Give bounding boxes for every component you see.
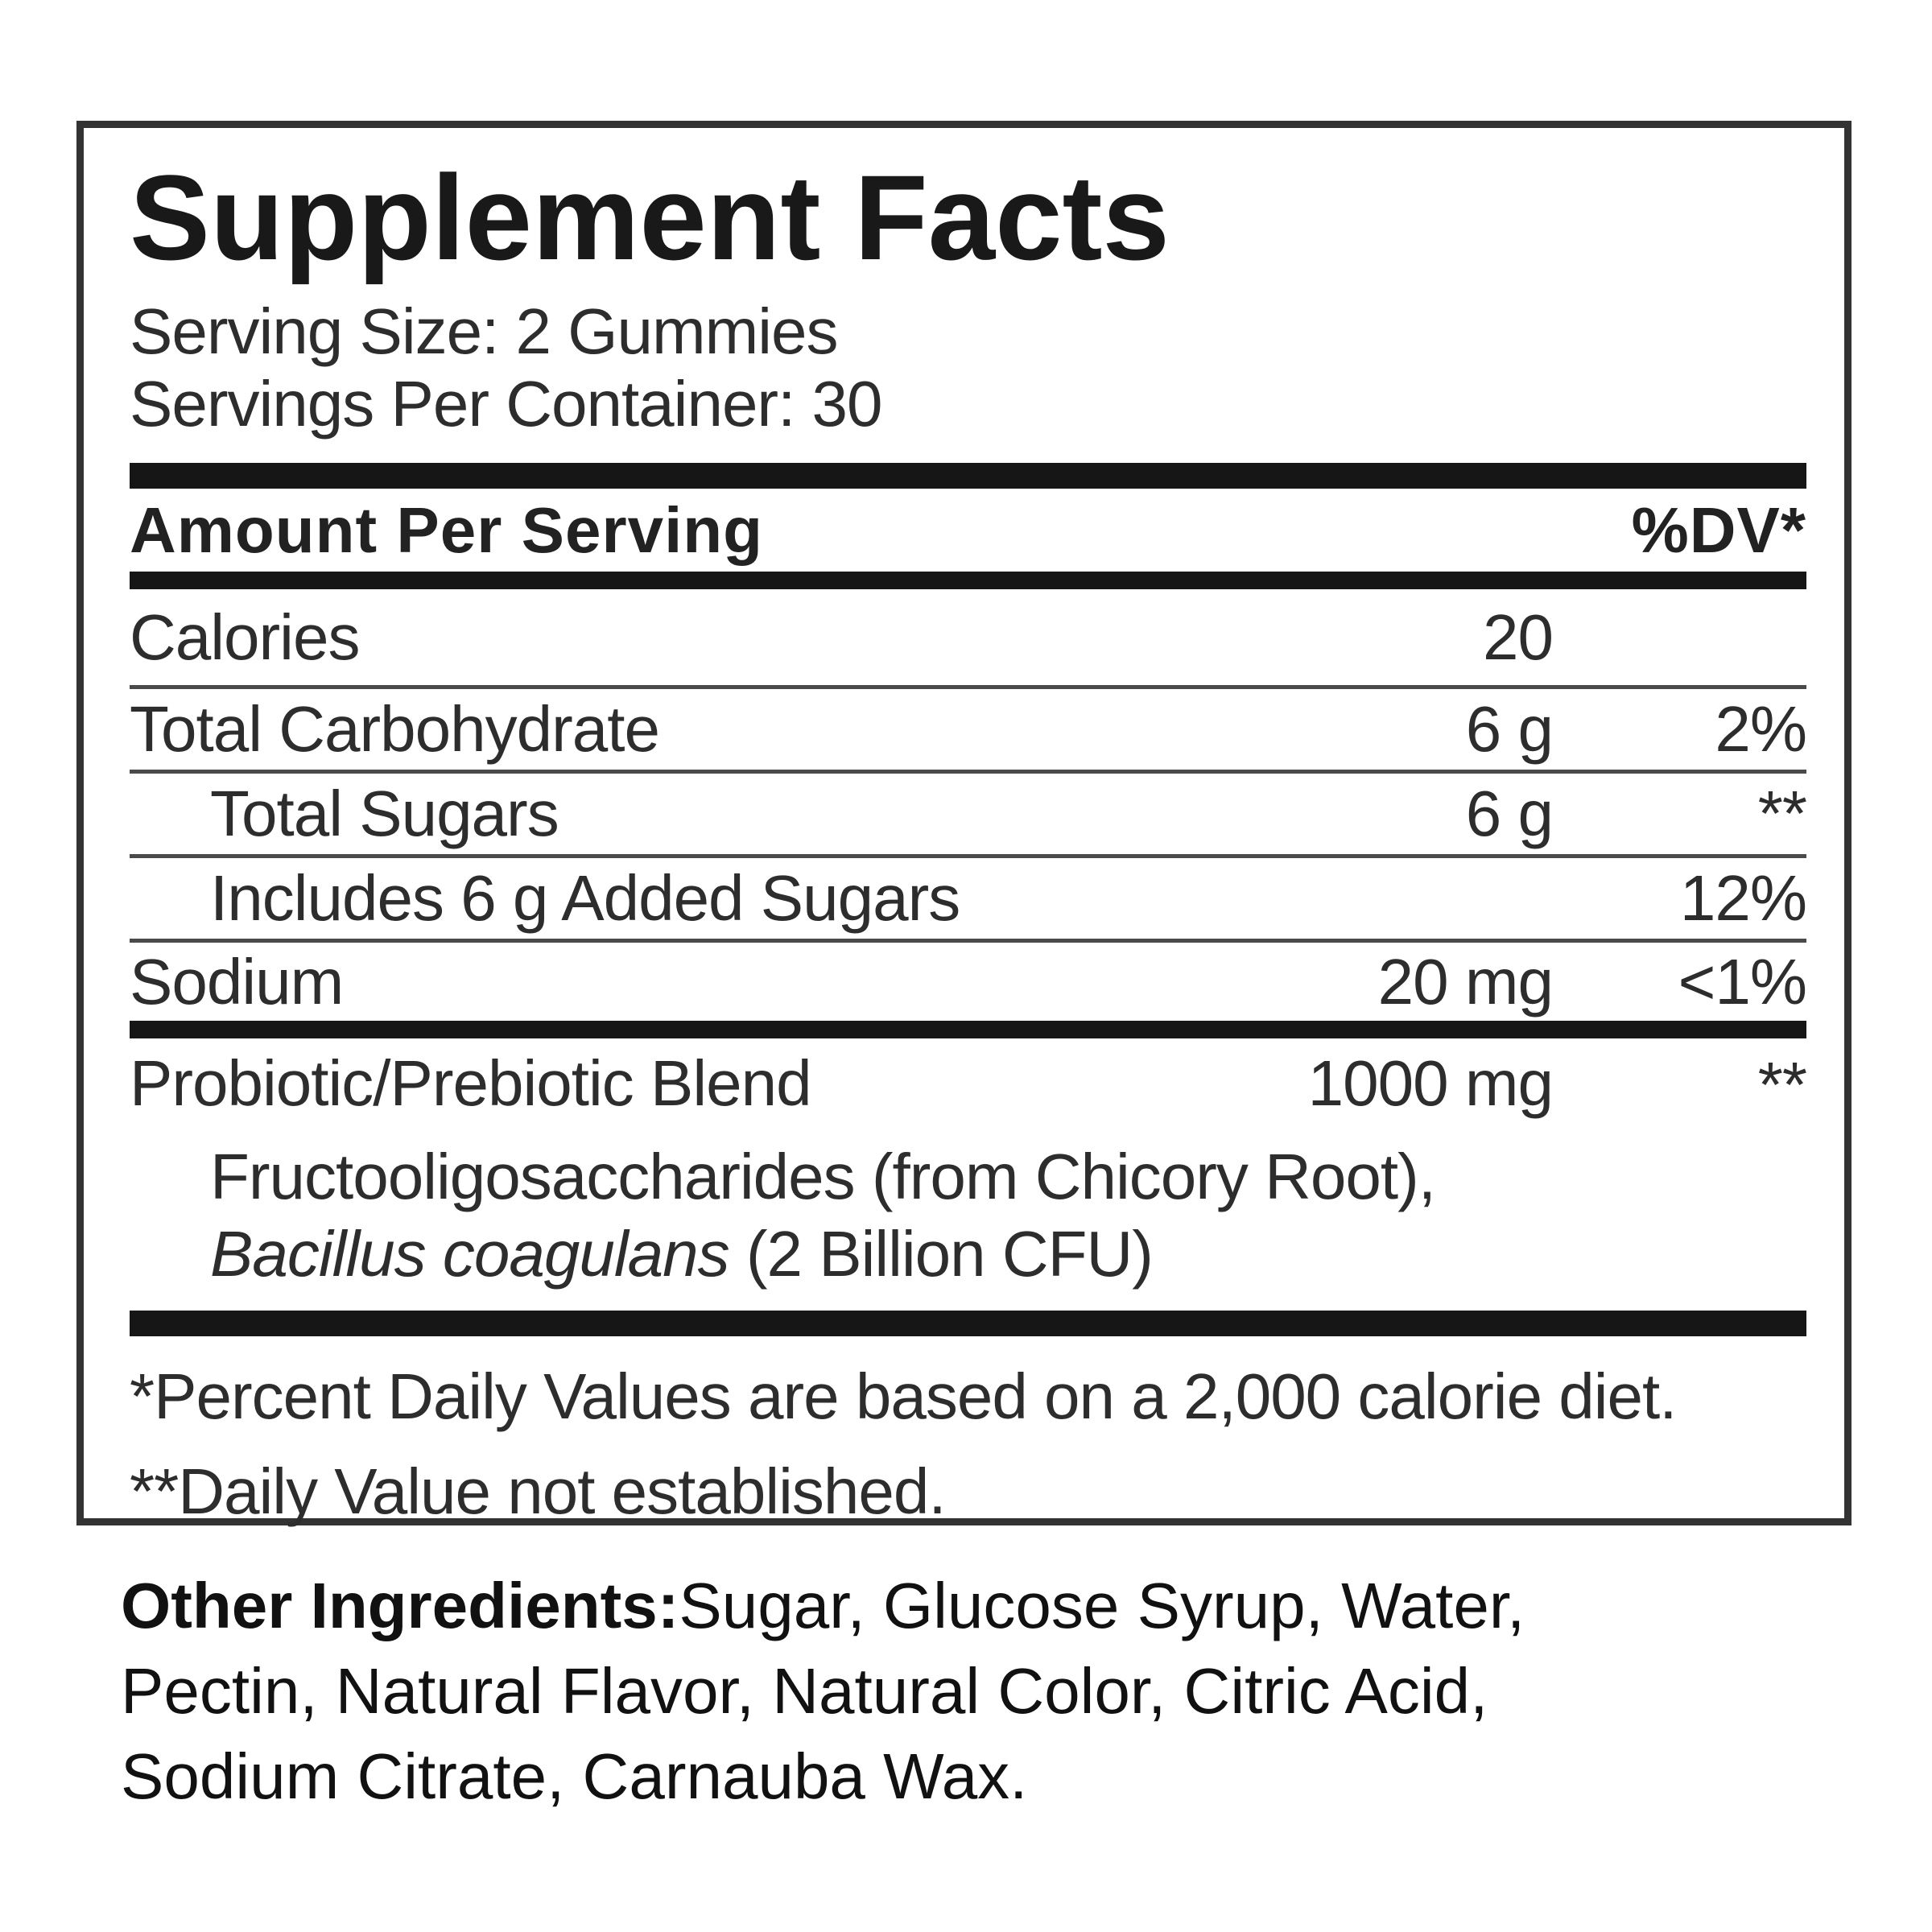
table-row-probiotic-blend: Probiotic/Prebiotic Blend 1000 mg ** — [130, 1046, 1807, 1121]
nutrient-dv: 12% — [1679, 862, 1807, 934]
other-ingredients-paragraph: Other Ingredients:Sugar, Glucose Syrup, … — [121, 1563, 1852, 1819]
nutrient-amount: 6 g — [1465, 778, 1554, 849]
blend-ingredient-lines: Fructooligosaccharides (from Chicory Roo… — [130, 1138, 1806, 1293]
servings-per-container-line: Servings Per Container: 30 — [130, 368, 883, 440]
blend-ingredient-line-2: Bacillus coagulans (2 Billion CFU) — [210, 1216, 1806, 1293]
blend-ingredient-line-1: Fructooligosaccharides (from Chicory Roo… — [210, 1141, 1436, 1212]
nutrient-name: Sodium — [130, 945, 344, 1018]
table-row-total-sugars: Total Sugars 6 g ** — [130, 774, 1807, 858]
divider-medium-header — [130, 572, 1806, 589]
footnote-not-established: **Daily Value not established. — [130, 1455, 947, 1527]
divider-thick-bottom — [130, 1311, 1806, 1336]
nutrient-name: Probiotic/Prebiotic Blend — [130, 1047, 812, 1119]
nutrient-amount: 1000 mg — [1307, 1047, 1554, 1119]
table-row-total-carbohydrate: Total Carbohydrate 6 g 2% — [130, 689, 1807, 774]
nutrient-dv: 2% — [1715, 693, 1807, 765]
table-row-calories: Calories 20 — [130, 589, 1806, 689]
other-ingredients-line-1: Sugar, Glucose Syrup, Water, — [679, 1570, 1525, 1641]
divider-thick-top — [130, 463, 1806, 489]
other-ingredients-line-3: Sodium Citrate, Carnauba Wax. — [121, 1740, 1028, 1812]
amount-per-serving-header: Amount Per Serving — [130, 493, 764, 566]
blend-cfu-count: (2 Billion CFU) — [729, 1218, 1154, 1290]
nutrient-dv: ** — [1757, 1049, 1807, 1121]
table-row-sodium: Sodium 20 mg <1% — [130, 943, 1807, 1021]
divider-medium-sodium — [130, 1021, 1806, 1038]
serving-size-line: Serving Size: 2 Gummies — [130, 295, 839, 367]
nutrient-name: Total Carbohydrate — [130, 693, 660, 765]
supplement-facts-panel: Supplement Facts Serving Size: 2 Gummies… — [76, 121, 1852, 1527]
other-ingredients-label: Other Ingredients: — [121, 1570, 679, 1641]
nutrient-amount: 20 mg — [1377, 945, 1554, 1018]
nutrient-name: Calories — [130, 601, 360, 673]
footnote-daily-values: *Percent Daily Values are based on a 2,0… — [130, 1360, 1678, 1432]
percent-dv-header: %DV* — [1631, 493, 1806, 566]
nutrient-dv: <1% — [1678, 945, 1807, 1018]
nutrient-name: Includes 6 g Added Sugars — [210, 862, 960, 934]
nutrient-dv: ** — [1757, 778, 1807, 849]
other-ingredients-line-2: Pectin, Natural Flavor, Natural Color, C… — [121, 1655, 1488, 1727]
nutrient-amount: 6 g — [1465, 693, 1554, 765]
nutrient-amount: 20 — [1483, 601, 1554, 673]
table-header-row: Amount Per Serving %DV* — [130, 489, 1806, 572]
probiotic-blend-section: Probiotic/Prebiotic Blend 1000 mg ** Fru… — [130, 1046, 1807, 1293]
nutrient-name: Total Sugars — [210, 778, 559, 849]
blend-species-name: Bacillus coagulans — [210, 1218, 730, 1290]
panel-title: Supplement Facts — [130, 150, 1170, 285]
table-row-added-sugars: Includes 6 g Added Sugars 12% — [130, 858, 1807, 943]
